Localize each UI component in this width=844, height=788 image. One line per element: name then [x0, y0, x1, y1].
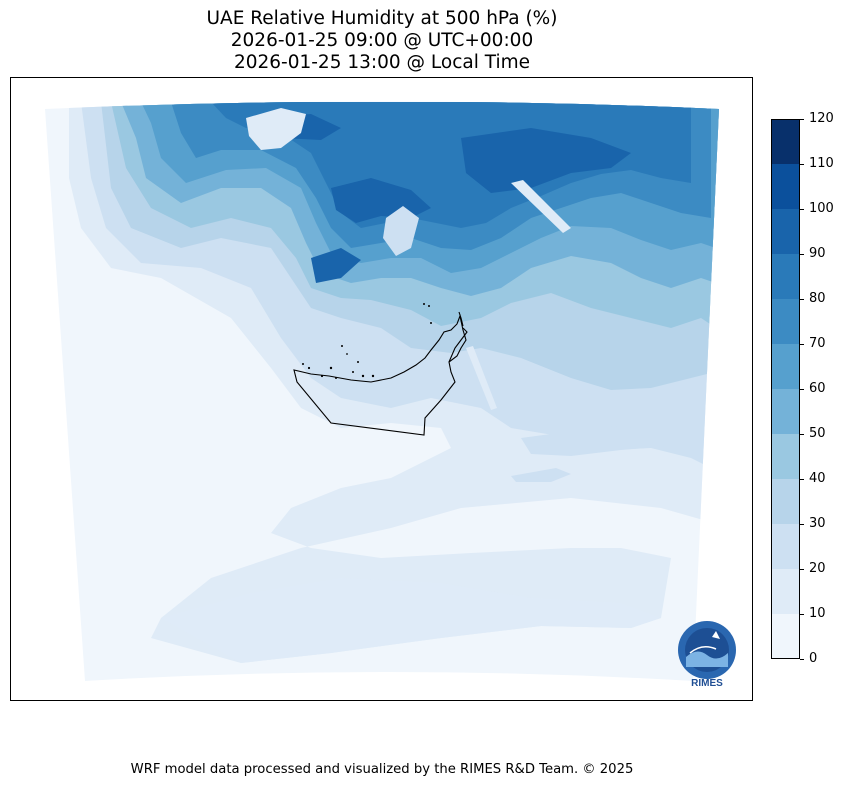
colorbar-frame [771, 119, 800, 659]
colorbar-tick-label: 110 [809, 156, 834, 171]
colorbar-tick-mark [800, 164, 804, 165]
colorbar-tick-label: 100 [809, 201, 834, 216]
uae-east-coast [448, 327, 468, 363]
uae-islands [302, 303, 432, 379]
island [335, 377, 337, 379]
dry-streak-center [383, 206, 419, 256]
colorbar-segment [771, 524, 800, 569]
colorbar-tick-mark [800, 614, 804, 615]
colorbar-segment [771, 614, 800, 659]
colorbar-tick-mark [800, 299, 804, 300]
island [361, 374, 365, 378]
colorbar-tick-label: 30 [809, 516, 826, 531]
colorbar-tick-mark [800, 254, 804, 255]
field-90-100-core-b [461, 128, 631, 193]
dry-streak-gulf [466, 346, 497, 410]
uae-outline [293, 311, 468, 436]
humidity-map [45, 101, 719, 681]
colorbar-segment [771, 434, 800, 479]
colorbar-segment [771, 209, 800, 254]
title-line-2: 2026-01-25 09:00 @ UTC+00:00 [230, 30, 534, 51]
field-90-100-core-d [311, 248, 361, 283]
colorbar-tick-label: 80 [809, 291, 826, 306]
field-20-30-band [521, 426, 671, 456]
colorbar-tick-label: 20 [809, 561, 826, 576]
colorbar-segment [771, 479, 800, 524]
dry-streak-east [511, 180, 571, 233]
colorbar-segment [771, 119, 800, 164]
colorbar-tick-mark [800, 569, 804, 570]
title-line-3: 2026-01-25 13:00 @ Local Time [233, 52, 531, 73]
island [329, 366, 333, 370]
humidity-field [45, 101, 719, 681]
colorbar-tick-mark [800, 659, 804, 660]
island [352, 371, 354, 373]
colorbar-tick-mark [800, 119, 804, 120]
colorbar-segment [771, 254, 800, 299]
colorbar-tick-label: 40 [809, 471, 826, 486]
map-frame: RIMES [10, 77, 753, 701]
island [371, 374, 375, 378]
colorbar-tick-mark [800, 434, 804, 435]
island [423, 303, 425, 305]
colorbar-segment [771, 299, 800, 344]
colorbar-tick-label: 70 [809, 336, 826, 351]
colorbar-segment [771, 569, 800, 614]
title-line-1: UAE Relative Humidity at 500 hPa (%) [206, 8, 558, 29]
island [346, 353, 348, 355]
colorbar-segment [771, 164, 800, 209]
musandam [458, 311, 464, 327]
colorbar-tick-label: 60 [809, 381, 826, 396]
colorbar-segment [771, 344, 800, 389]
footer-credit: WRF model data processed and visualized … [130, 762, 634, 777]
colorbar-tick-label: 50 [809, 426, 826, 441]
island [320, 374, 324, 378]
island [430, 322, 432, 324]
colorbar-segment [771, 389, 800, 434]
colorbar-tick-mark [800, 479, 804, 480]
rimes-logo: RIMES [678, 621, 736, 689]
field-20-30-patch [511, 468, 571, 482]
colorbar-tick-label: 120 [809, 111, 834, 126]
island [307, 366, 311, 370]
island [302, 363, 304, 365]
field-10-20-south [161, 578, 661, 663]
colorbar-tick-mark [800, 209, 804, 210]
colorbar-tick-label: 0 [809, 651, 818, 666]
island [341, 345, 343, 347]
logo-text: RIMES [691, 678, 723, 689]
colorbar-tick-label: 10 [809, 606, 826, 621]
colorbar-tick-mark [800, 524, 804, 525]
colorbar-tick-mark [800, 389, 804, 390]
uae-border [293, 314, 467, 436]
dry-streak-north [246, 108, 306, 150]
colorbar-tick-mark [800, 344, 804, 345]
colorbar-tick-label: 90 [809, 246, 826, 261]
island [357, 361, 359, 363]
island [428, 305, 430, 307]
colorbar [771, 119, 800, 659]
